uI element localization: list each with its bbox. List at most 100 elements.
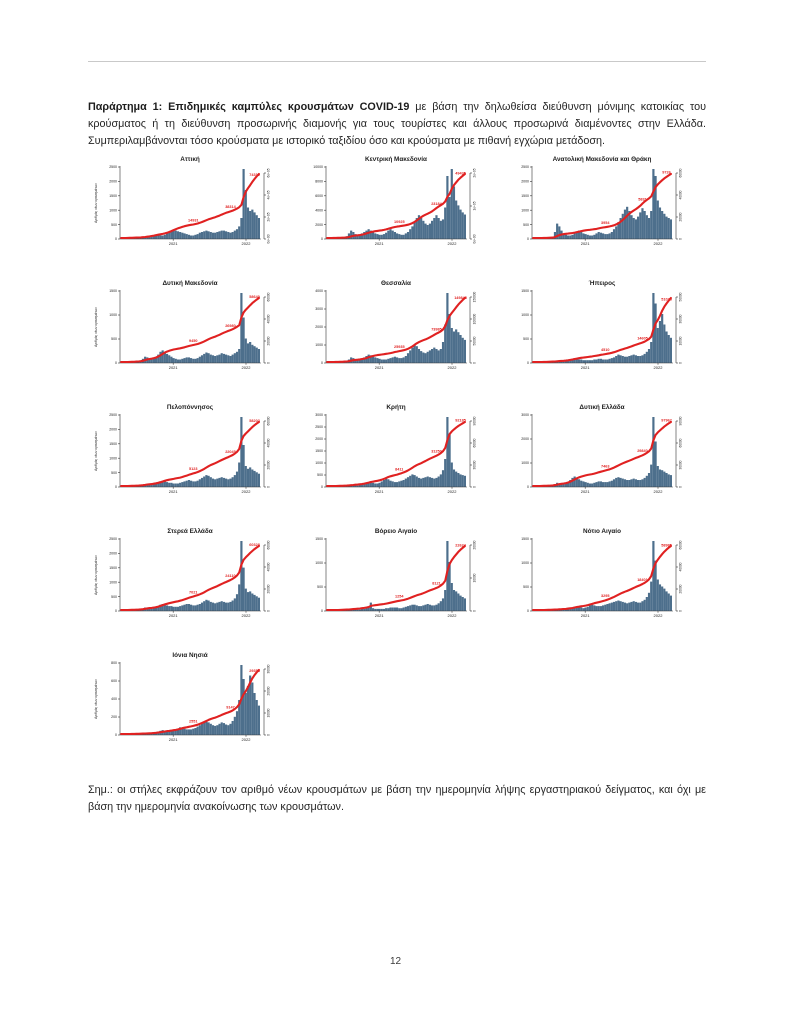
x-axis: 2021 2022	[120, 238, 261, 246]
left-axis: 0 200 400 600 800	[111, 661, 121, 737]
svg-text:60328: 60328	[249, 543, 260, 547]
svg-text:74319: 74319	[249, 173, 260, 177]
svg-text:1000: 1000	[521, 461, 529, 465]
right-axis: 0 20000 40000 60000	[263, 292, 271, 364]
svg-text:2021: 2021	[169, 489, 179, 494]
chart-canvas-kriti: Κρήτη 0 500 1000 1500 2000 2500 3000 2021 2022 0 30…	[315, 404, 476, 494]
svg-text:2022: 2022	[654, 365, 664, 370]
left-axis: 0 2000 4000 6000 8000 10000	[313, 165, 327, 241]
y-axis-label: Αριθμός νέων κρουσμάτων	[94, 431, 98, 471]
svg-text:2021: 2021	[375, 241, 385, 246]
chart-ionia-nisia: Ιόνια Νησιά 0 200 400 600 800 Αριθμός νέων κρο…	[90, 649, 292, 752]
chart-canvas-attiki: Αττική 0 500 1000 1500 2000 2500 Αριθμός νέων κ…	[94, 156, 271, 246]
svg-text:2000: 2000	[315, 325, 323, 329]
chart-canvas-ipeiros: Ήπειρος 0 500 1000 1500 2021 2022 0 10000 30000 50…	[521, 280, 683, 370]
svg-text:2000: 2000	[109, 180, 117, 184]
svg-text:1500: 1500	[109, 289, 117, 293]
chart-title: Κρήτη	[386, 404, 405, 411]
left-axis: 0 1000 2000 3000	[521, 413, 533, 489]
right-axis: 0 20000 40000 60000	[675, 168, 683, 240]
chart-title: Δυτική Μακεδονία	[162, 280, 217, 287]
left-axis: 0 500 1000 1500	[521, 537, 533, 613]
svg-text:0: 0	[527, 609, 529, 613]
svg-text:0: 0	[267, 610, 271, 612]
cumulative-annotations: 1254 8121 22624	[395, 544, 467, 599]
cumulative-cases-line	[326, 420, 466, 488]
x-axis: 2021 2022	[120, 734, 261, 742]
svg-text:1000: 1000	[521, 313, 529, 317]
y-axis-label: Αριθμός νέων κρουσμάτων	[94, 555, 98, 595]
chart-notio-aigaio: Νότιο Αιγαίο 0 500 1000 1500 2021 2022 0 20000 40…	[502, 525, 704, 628]
cumulative-cases-line	[120, 668, 260, 736]
svg-text:200: 200	[111, 715, 117, 719]
svg-text:2021: 2021	[581, 241, 591, 246]
footnote: Σημ.: οι στήλες εκφράζουν τον αριθμό νέω…	[88, 783, 706, 813]
svg-text:2000: 2000	[315, 437, 323, 441]
svg-text:500: 500	[317, 585, 323, 589]
svg-text:10000: 10000	[679, 336, 683, 345]
svg-text:0: 0	[679, 362, 683, 364]
cumulative-annotations: 8411 31250 92185	[395, 418, 466, 471]
cumulative-cases-line	[532, 544, 672, 612]
svg-text:20000: 20000	[679, 212, 683, 221]
new-cases-bars	[542, 293, 672, 363]
left-axis: 0 500 1000 1500	[109, 289, 121, 365]
svg-text:2021: 2021	[169, 613, 179, 618]
svg-text:2021: 2021	[169, 241, 179, 246]
svg-text:92185: 92185	[455, 418, 466, 422]
svg-text:2e+05: 2e+05	[267, 212, 271, 221]
left-axis: 0 500 1000 1500	[521, 289, 533, 365]
y-axis-label: Αριθμός νέων κρουσμάτων	[94, 679, 98, 719]
chart-thessalia: Θεσσαλία 0 1000 2000 3000 4000 2021 2022 0 50000 1…	[296, 277, 498, 380]
svg-text:2000: 2000	[521, 437, 529, 441]
chart-canvas-anatoliki-makedonia-thraki: Ανατολική Μακεδονία και Θράκη 0 500 1000 150…	[521, 155, 683, 246]
x-axis: 2021 2022	[532, 610, 673, 618]
cumulative-annotations: 3954 5831 9726	[601, 171, 671, 225]
new-cases-bars	[126, 169, 260, 239]
svg-text:2000: 2000	[521, 180, 529, 184]
svg-text:1000: 1000	[315, 343, 323, 347]
chart-title: Ήπειρος	[589, 280, 616, 287]
svg-text:3295: 3295	[601, 594, 609, 598]
svg-text:2022: 2022	[654, 241, 664, 246]
svg-text:26980: 26980	[225, 324, 236, 328]
svg-text:22624: 22624	[455, 544, 466, 548]
svg-text:1000: 1000	[109, 456, 117, 460]
svg-text:8121: 8121	[432, 582, 440, 586]
chart-title: Θεσσαλία	[381, 279, 411, 287]
right-axis: 0 20000 40000 60000	[263, 416, 271, 488]
svg-text:0: 0	[527, 485, 529, 489]
svg-text:20000: 20000	[473, 540, 477, 549]
svg-text:60000: 60000	[267, 292, 271, 301]
svg-text:40000: 40000	[679, 190, 683, 199]
svg-text:1e+05: 1e+05	[473, 201, 477, 210]
svg-text:0: 0	[321, 237, 323, 241]
svg-text:2000: 2000	[109, 428, 117, 432]
svg-text:500: 500	[523, 223, 529, 227]
svg-text:100000: 100000	[473, 313, 477, 324]
svg-text:7021: 7021	[189, 590, 197, 594]
svg-text:0: 0	[527, 237, 529, 241]
svg-text:20000: 20000	[679, 584, 683, 593]
svg-text:5123: 5123	[189, 467, 197, 471]
svg-text:6000: 6000	[315, 194, 323, 198]
svg-text:149845: 149845	[454, 296, 467, 300]
svg-text:500: 500	[111, 337, 117, 341]
svg-text:0: 0	[115, 237, 117, 241]
chart-title: Αττική	[180, 156, 200, 163]
svg-text:400: 400	[111, 697, 117, 701]
chart-peloponnisos: Πελοπόννησος 0 500 1000 1500 2000 2500 Αριθμός …	[90, 401, 292, 504]
chart-canvas-sterea-ellada: Στερεά Ελλάδα 0 500 1000 1500 2000 2500 Αριθμός…	[94, 527, 271, 618]
svg-text:60000: 60000	[679, 168, 683, 177]
svg-text:500: 500	[111, 595, 117, 599]
right-axis: 0 10000 30000 50000	[675, 292, 683, 364]
svg-text:2022: 2022	[448, 489, 458, 494]
svg-text:3000: 3000	[315, 413, 323, 417]
svg-text:2021: 2021	[375, 613, 385, 618]
svg-text:6e+05: 6e+05	[267, 168, 271, 177]
svg-text:10000: 10000	[313, 165, 323, 169]
chart-canvas-dytiki-ellada: Δυτική Ελλάδα 0 1000 2000 3000 2021 2022 0 30000…	[521, 403, 682, 494]
new-cases-bars	[336, 417, 466, 487]
svg-text:23184: 23184	[431, 202, 442, 206]
